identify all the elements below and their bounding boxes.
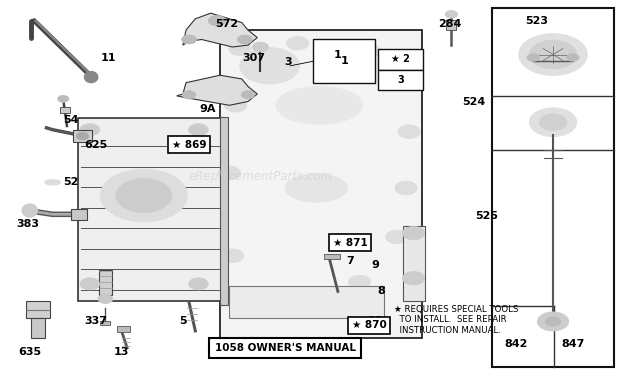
Text: 625: 625 [84, 140, 108, 150]
Circle shape [398, 125, 420, 138]
Text: 52: 52 [64, 177, 79, 187]
Text: 842: 842 [504, 339, 528, 349]
Text: ★ 869: ★ 869 [172, 140, 206, 150]
FancyBboxPatch shape [492, 8, 614, 367]
Polygon shape [177, 75, 257, 105]
Text: 3: 3 [397, 75, 404, 85]
Circle shape [539, 114, 567, 130]
Text: ★ 2: ★ 2 [391, 55, 410, 64]
FancyBboxPatch shape [73, 130, 92, 142]
FancyBboxPatch shape [220, 30, 422, 338]
Circle shape [182, 35, 197, 44]
Circle shape [224, 99, 247, 112]
FancyBboxPatch shape [99, 270, 112, 295]
Text: 525: 525 [475, 211, 498, 221]
Text: 635: 635 [18, 347, 42, 356]
Circle shape [546, 317, 560, 326]
Ellipse shape [84, 71, 98, 83]
Circle shape [348, 275, 371, 289]
Text: ★ REQUIRES SPECIAL TOOLS
  TO INSTALL.  SEE REPAIR
  INSTRUCTION MANUAL.: ★ REQUIRES SPECIAL TOOLS TO INSTALL. SEE… [394, 305, 518, 335]
Circle shape [529, 108, 577, 136]
FancyBboxPatch shape [403, 226, 425, 301]
Circle shape [519, 34, 587, 75]
Circle shape [286, 36, 309, 50]
FancyBboxPatch shape [100, 321, 110, 325]
FancyBboxPatch shape [60, 107, 70, 113]
Circle shape [58, 96, 69, 102]
Text: 3: 3 [285, 57, 292, 67]
Circle shape [208, 15, 226, 26]
Ellipse shape [276, 86, 363, 124]
Text: 284: 284 [438, 20, 461, 29]
Text: 10: 10 [368, 317, 383, 326]
Circle shape [567, 54, 579, 61]
Circle shape [240, 48, 299, 84]
Circle shape [538, 312, 569, 331]
FancyBboxPatch shape [313, 39, 375, 83]
Ellipse shape [22, 204, 38, 217]
Text: 572: 572 [215, 20, 238, 29]
Text: 1058 OWNER'S MANUAL: 1058 OWNER'S MANUAL [215, 343, 356, 353]
Text: ★ 870: ★ 870 [352, 320, 386, 330]
Circle shape [80, 124, 100, 136]
FancyBboxPatch shape [220, 117, 228, 305]
Circle shape [218, 166, 241, 180]
Text: 11: 11 [100, 53, 117, 63]
Circle shape [237, 35, 252, 44]
FancyBboxPatch shape [446, 20, 456, 30]
Circle shape [392, 76, 414, 89]
Text: 5: 5 [179, 317, 187, 326]
FancyBboxPatch shape [324, 254, 340, 259]
Ellipse shape [45, 180, 61, 185]
Circle shape [188, 278, 208, 290]
Text: 54: 54 [63, 115, 79, 125]
FancyBboxPatch shape [26, 301, 50, 318]
Ellipse shape [285, 174, 347, 202]
Circle shape [116, 179, 172, 212]
Text: eReplacementParts.com: eReplacementParts.com [188, 170, 332, 183]
FancyBboxPatch shape [229, 286, 384, 318]
FancyBboxPatch shape [378, 49, 423, 70]
Text: 7: 7 [347, 256, 354, 266]
FancyBboxPatch shape [117, 326, 130, 332]
FancyBboxPatch shape [71, 209, 87, 220]
Circle shape [100, 169, 187, 222]
Circle shape [527, 54, 539, 61]
Circle shape [529, 40, 577, 69]
Text: ★ 871: ★ 871 [333, 238, 368, 247]
Circle shape [386, 230, 408, 244]
Circle shape [252, 42, 268, 52]
Circle shape [229, 42, 251, 56]
Text: 1: 1 [334, 50, 342, 59]
Text: 523: 523 [525, 16, 548, 26]
Text: 9: 9 [371, 260, 379, 270]
FancyBboxPatch shape [378, 70, 423, 90]
Circle shape [241, 91, 255, 99]
Text: 383: 383 [16, 219, 40, 229]
Circle shape [80, 278, 100, 290]
FancyBboxPatch shape [78, 118, 223, 301]
Circle shape [395, 181, 417, 195]
Circle shape [188, 124, 208, 136]
Text: 524: 524 [463, 97, 486, 106]
Circle shape [76, 132, 89, 140]
Circle shape [445, 11, 458, 18]
Circle shape [221, 249, 244, 262]
Text: 307: 307 [242, 53, 266, 63]
Circle shape [249, 294, 272, 308]
Circle shape [98, 294, 113, 303]
Circle shape [182, 91, 196, 99]
Text: 9A: 9A [200, 104, 216, 114]
Circle shape [402, 226, 425, 240]
Text: 337: 337 [84, 317, 108, 326]
Text: 1: 1 [340, 56, 348, 66]
FancyBboxPatch shape [31, 318, 45, 338]
Circle shape [358, 44, 380, 58]
Text: 8: 8 [378, 287, 385, 296]
Circle shape [402, 271, 425, 285]
Polygon shape [183, 13, 257, 47]
Text: 13: 13 [113, 347, 128, 356]
Text: 847: 847 [562, 339, 585, 349]
